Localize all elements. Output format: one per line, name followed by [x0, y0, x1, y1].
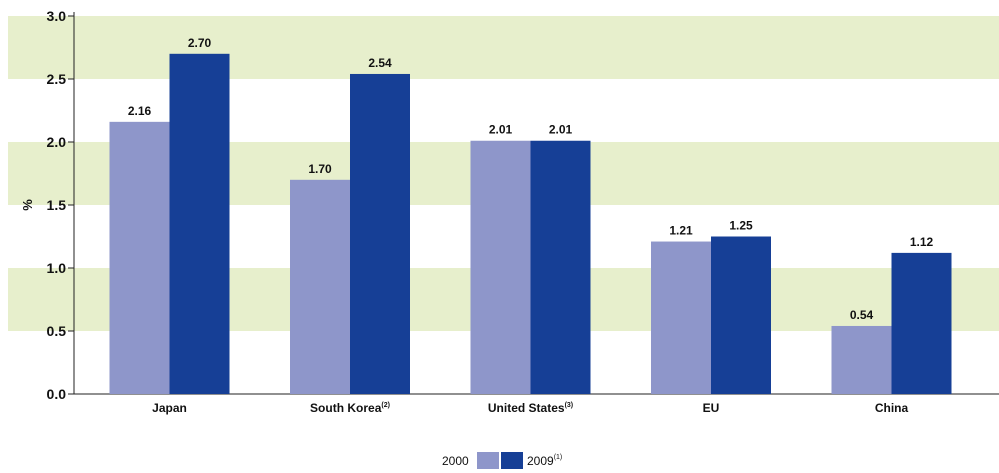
category-label: South Korea(2)	[310, 401, 390, 415]
legend-label-2000: 2000	[442, 454, 469, 468]
y-tick-label: 1.0	[47, 260, 67, 276]
bar-2009	[169, 53, 230, 395]
data-label: 1.21	[669, 224, 693, 238]
legend-swatch-2009	[501, 452, 523, 469]
grid-band	[8, 16, 999, 79]
y-tick-label: 2.0	[47, 134, 67, 150]
y-tick-label: 1.5	[47, 197, 67, 213]
bar-2009	[891, 252, 952, 394]
data-label: 0.54	[850, 308, 874, 322]
legend: 2000 2009(1)	[0, 452, 999, 472]
y-axis-label: %	[20, 199, 35, 211]
bar-2000	[290, 179, 350, 394]
bar-2000	[831, 325, 892, 394]
bar-2009	[350, 73, 410, 395]
category-label: Japan	[152, 401, 187, 415]
data-label: 1.12	[910, 235, 934, 249]
legend-label-2009: 2009(1)	[527, 454, 563, 468]
data-label: 2.16	[128, 104, 152, 118]
y-tick-label: 0.0	[47, 386, 67, 402]
data-label: 1.25	[729, 219, 753, 233]
category-label: United States(3)	[488, 401, 573, 415]
legend-swatch-2000	[477, 452, 499, 469]
y-tick-label: 0.5	[47, 323, 67, 339]
data-label: 1.70	[308, 162, 332, 176]
category-label: EU	[703, 401, 720, 415]
bar-2000	[109, 121, 170, 394]
y-tick-label: 3.0	[47, 8, 67, 24]
bar-2009	[530, 140, 591, 394]
category-label: China	[875, 401, 909, 415]
bar-2009	[711, 236, 771, 394]
bar-2000	[651, 241, 711, 394]
data-label: 2.70	[188, 36, 212, 50]
data-label: 2.01	[489, 123, 513, 137]
data-label: 2.01	[549, 123, 573, 137]
bar-2000	[470, 140, 531, 394]
y-tick-label: 2.5	[47, 71, 67, 87]
data-label: 2.54	[368, 56, 392, 70]
